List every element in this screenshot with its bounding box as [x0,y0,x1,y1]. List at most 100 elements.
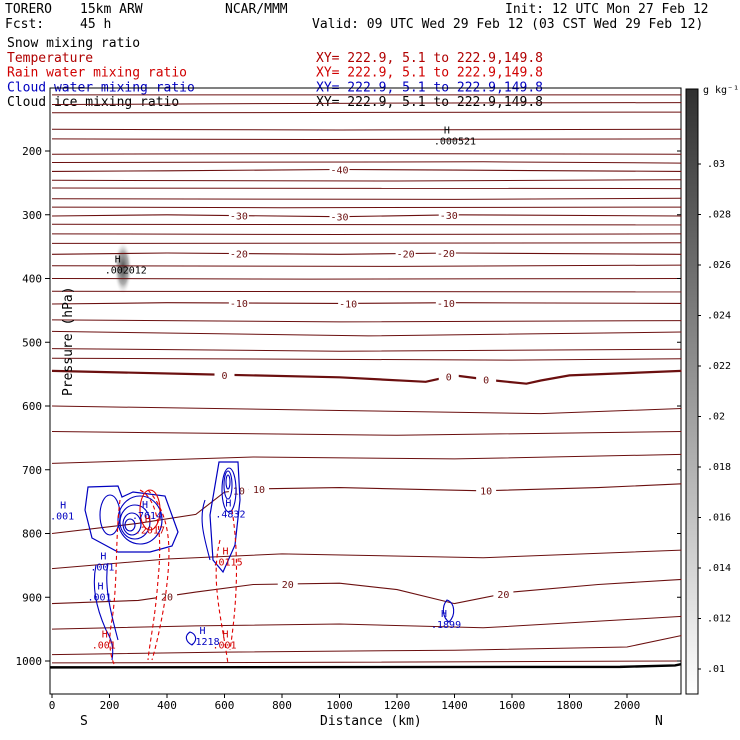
isotherm-label: -30 [230,212,248,223]
colorbar-tick-label: .026 [707,260,731,271]
x-tick-label: 1200 [384,699,411,712]
isotherm-label-gap [438,370,459,382]
y-tick-label: 500 [22,336,42,349]
background-isotherm [51,357,682,361]
background-isotherm [51,197,682,200]
isotherm-label: -40 [330,165,348,176]
background-isotherm [51,278,682,280]
colorbar-tick-label: .02 [707,412,725,423]
max-marker: H [102,629,108,640]
x-tick-label: 2000 [614,699,641,712]
isotherm-label: 20 [161,592,173,603]
colorbar-tick-label: .022 [707,361,731,372]
isotherm-label: -20 [230,250,248,261]
rain-water-contour [139,489,161,661]
max-value-label: .2017 [135,526,165,537]
colorbar-tick-label: .016 [707,513,731,524]
cloud-water-contour [201,499,211,561]
isotherm--20 [51,252,682,255]
max-marker: H [441,609,447,620]
isotherm-label: 10 [253,485,265,496]
isotherm-label-gap [435,296,456,308]
model-name: TORERO [5,2,52,17]
valid-time: Valid: 09 UTC Wed 29 Feb 12 (03 CST Wed … [312,17,703,32]
y-tick-label: 600 [22,400,42,413]
isotherm-label: -10 [339,299,357,310]
colorbar-tick-label: .012 [707,614,731,625]
cloud-water-contour [185,631,197,646]
max-value-label: .002012 [105,265,147,276]
x-tick-label: 0 [49,699,56,712]
ground-line [49,663,682,669]
max-marker: H [97,581,103,592]
y-tick-label: 300 [22,209,42,222]
cloud-water-contour [223,470,233,500]
model-grid: 15km ARW [80,2,143,17]
plot-frame [49,87,682,695]
max-value-label: .1899 [431,620,461,631]
background-isotherm [51,128,682,131]
max-value-label: .001 [90,562,114,573]
isotherm-label: 0 [483,375,489,386]
cloud-water-contour [221,467,237,513]
rain-water-contour [109,499,121,665]
isotherm-label: -10 [230,299,248,310]
legend-field-name: Cloud ice mixing ratio [7,95,179,110]
center-name: NCAR/MMM [225,2,288,17]
max-value-label: .4832 [215,510,245,521]
max-marker: H [100,551,106,562]
north-end-label: N [655,714,663,729]
isotherm-label: 0 [446,373,452,384]
cloud-ice-shading [114,241,132,295]
max-marker: H [60,500,66,511]
cloud-water-contour [119,504,151,540]
x-tick-label: 1000 [326,699,353,712]
isotherm-label-gap [228,247,249,259]
background-isotherm [51,223,682,226]
isotherm-label-gap [493,587,514,599]
cloud-water-contour [124,518,136,532]
isotherm-label-gap [228,296,249,308]
forecast-label: Fcst: [5,17,44,32]
colorbar-tick-label: .01 [707,664,725,675]
background-isotherm [51,290,682,293]
background-isotherm [51,431,682,436]
isotherm-label-gap [277,577,298,589]
max-marker: H [200,626,206,637]
y-tick-label: 400 [22,273,42,286]
isotherm-label: 0 [221,371,227,382]
rain-water-contour [139,489,161,531]
background-isotherm [51,319,682,323]
isotherm-label: 20 [497,590,509,601]
y-tick-label: 200 [22,145,42,158]
background-isotherm [51,615,682,630]
max-value-label: .0115 [213,557,243,568]
x-tick-label: 200 [100,699,120,712]
cloud-water-contour [106,562,119,641]
max-value-label: .7614 [132,511,162,522]
background-isotherm [51,453,682,464]
max-value-label: .1218 [190,637,220,648]
colorbar: g kg⁻¹ .01 .012 .014 .016 .018 .02 .022 .024 .026… [685,85,739,695]
max-marker: H [223,546,229,557]
isotherm-label: -20 [397,250,415,261]
max-value-label: .001 [92,640,116,651]
x-tick-label: 400 [157,699,177,712]
background-isotherm [51,111,682,114]
max-marker: H [145,515,151,526]
cloud-water-contour [122,512,142,536]
isotherm-label: -30 [330,213,348,224]
y-tick-label: 900 [22,591,42,604]
isotherm-label-gap [476,373,497,385]
colorbar-tick-label: .014 [707,563,731,574]
cloud-water-contour [442,599,455,623]
colorbar-tick-label: .024 [707,311,731,322]
background-isotherm [51,660,682,664]
isotherm-label-gap [435,247,456,259]
isotherm-label: -30 [440,211,458,222]
rain-water-contour [147,489,170,661]
colorbar-tick-label: .028 [707,210,731,221]
max-marker: H [223,629,229,640]
background-isotherm [51,348,682,352]
